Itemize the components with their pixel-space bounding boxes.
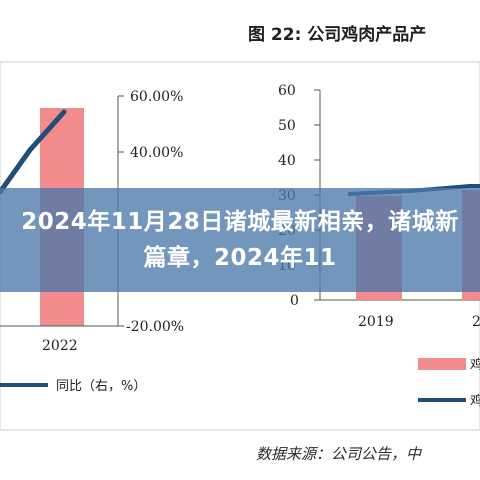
right-y-tick-label: 0: [290, 293, 299, 309]
left-growth-line: [0, 109, 67, 195]
headline-text[interactable]: 2024年11月28日诸城最新相亲，诸城新篇章，2024年11: [21, 209, 459, 271]
left-right-tick-label: 40.00%: [130, 145, 183, 161]
left-right-tick-label: 60.00%: [130, 89, 183, 105]
right-x-label: 2: [472, 314, 480, 330]
headline-banner[interactable]: 2024年11月28日诸城最新相亲，诸城新篇章，2024年11: [0, 188, 480, 292]
right-legend-line-label: 鸡: [470, 393, 480, 409]
right-legend-bar-label: 鸡: [470, 357, 480, 373]
right-y-tick-label: 40: [278, 153, 296, 169]
left-legend-line-label: 同比（右，%）: [56, 379, 146, 394]
figure-source: 数据来源：公司公告，中: [256, 445, 422, 463]
left-right-tick-label: -20.00%: [126, 319, 184, 335]
right-y-tick-label: 60: [278, 83, 296, 99]
right-x-label: 2019: [358, 314, 394, 330]
figure-title: 图 22: 公司鸡肉产品产: [248, 25, 427, 45]
right-y-tick-label: 50: [278, 118, 296, 134]
left-x-label: 2022: [42, 338, 78, 354]
right-legend-bar-swatch: [418, 358, 466, 370]
